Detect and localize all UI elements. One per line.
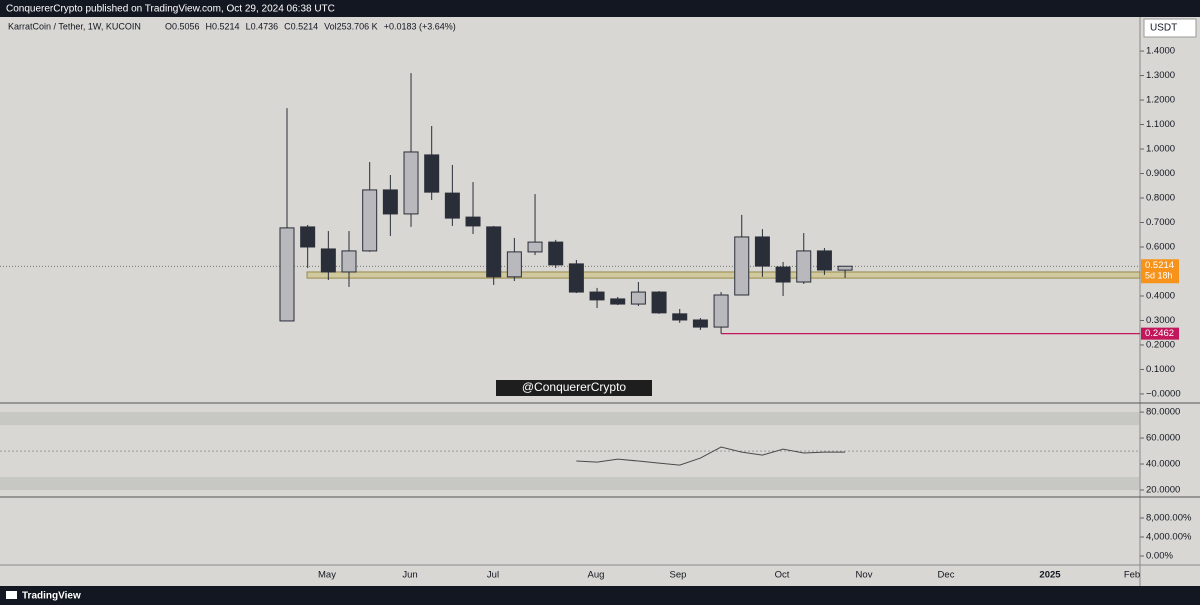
candle-body: [341, 250, 357, 273]
ohlc-legend: H0.5214: [206, 21, 240, 31]
rsi-band: [0, 412, 1140, 426]
candle-body: [754, 236, 770, 267]
y-tick-label: 0.9000: [1146, 168, 1175, 179]
candle-body: [382, 189, 398, 215]
candle-body: [465, 216, 481, 227]
brand: TradingView: [22, 591, 81, 602]
y-tick-label: 1.4000: [1146, 46, 1175, 57]
candle-body: [713, 294, 729, 328]
time-label: Aug: [588, 570, 605, 581]
candle-body: [837, 265, 853, 271]
candle-body: [362, 189, 378, 252]
y-tick-label: −0.0000: [1146, 388, 1181, 399]
support-zone: [306, 271, 1141, 279]
time-label: Dec: [938, 570, 955, 581]
y-tick-label: 0.1000: [1146, 364, 1175, 375]
time-label: May: [318, 570, 336, 581]
y-tick-label: 8,000.00%: [1146, 513, 1192, 524]
watermark-box: [496, 380, 652, 396]
y-tick-label: 1.0000: [1146, 144, 1175, 155]
time-label: Sep: [670, 570, 687, 581]
candle-body: [630, 291, 646, 305]
candle-body: [610, 298, 626, 305]
footer-bar: [0, 586, 1200, 605]
countdown: 5d 18h: [1145, 271, 1173, 281]
y-tick-label: 0.8000: [1146, 193, 1175, 204]
time-label: Nov: [856, 570, 873, 581]
candle-body: [672, 313, 688, 321]
candle-body: [548, 241, 564, 266]
time-label: Jul: [487, 570, 499, 581]
top-bar: [0, 0, 1200, 17]
y-tick-label: 80.0000: [1146, 407, 1180, 418]
rsi-band: [0, 477, 1140, 490]
candle-body: [403, 151, 419, 215]
y-tick-label: 60.0000: [1146, 433, 1180, 444]
published-text: ConquererCrypto published on TradingView…: [6, 4, 335, 15]
price-tag-label: 0.5214: [1145, 260, 1174, 271]
candle-body: [486, 226, 502, 278]
candle-body: [568, 263, 584, 293]
candle-body: [506, 251, 522, 278]
candle-body: [424, 154, 440, 193]
y-tick-label: 0.7000: [1146, 217, 1175, 228]
candle-body: [589, 291, 605, 301]
rsi-line: [576, 446, 846, 466]
time-label: Jun: [402, 570, 417, 581]
y-tick-label: 4,000.00%: [1146, 532, 1192, 543]
ohlc-legend: L0.4736: [246, 21, 279, 31]
ohlc-legend: C0.5214: [284, 21, 318, 31]
ohlc-legend: Vol253.706 K: [324, 21, 378, 31]
candle-body: [279, 227, 295, 322]
candle-body: [734, 236, 750, 296]
y-tick-label: 0.2000: [1146, 339, 1175, 350]
candle-body: [692, 319, 708, 328]
y-tick-label: 20.0000: [1146, 485, 1180, 496]
watermark: @ConquererCrypto: [522, 380, 627, 394]
y-tick-label: 40.0000: [1146, 459, 1180, 470]
candle-body: [300, 226, 316, 248]
y-tick-label: 1.3000: [1146, 70, 1175, 81]
y-tick-label: 0.4000: [1146, 290, 1175, 301]
price-tag: [1141, 259, 1179, 284]
currency: USDT: [1150, 23, 1177, 34]
y-tick-label: 1.2000: [1146, 95, 1175, 106]
y-tick-label: 0.3000: [1146, 315, 1175, 326]
time-label: Feb: [1124, 570, 1140, 581]
candle-body: [775, 266, 791, 283]
ohlc-legend: O0.5056: [165, 21, 200, 31]
candle-body: [816, 250, 832, 271]
symbol-title: KarratCoin / Tether, 1W, KUCOIN: [8, 21, 141, 31]
candle-body: [651, 291, 667, 314]
y-tick-label: 0.6000: [1146, 242, 1175, 253]
low-tag: [1141, 327, 1179, 340]
low-tag-label: 0.2462: [1145, 328, 1174, 339]
time-label: 2025: [1039, 570, 1061, 581]
brand-logo: [6, 591, 17, 599]
y-tick-label: 0.00%: [1146, 551, 1173, 562]
ohlc-legend: +0.0183 (+3.64%): [384, 21, 456, 31]
candle-body: [796, 250, 812, 283]
candle-body: [320, 248, 336, 273]
time-label: Oct: [775, 570, 790, 581]
currency-box[interactable]: [1143, 18, 1197, 38]
y-tick-label: 1.1000: [1146, 119, 1175, 130]
candle-body: [527, 241, 543, 253]
candle-body: [444, 192, 460, 219]
